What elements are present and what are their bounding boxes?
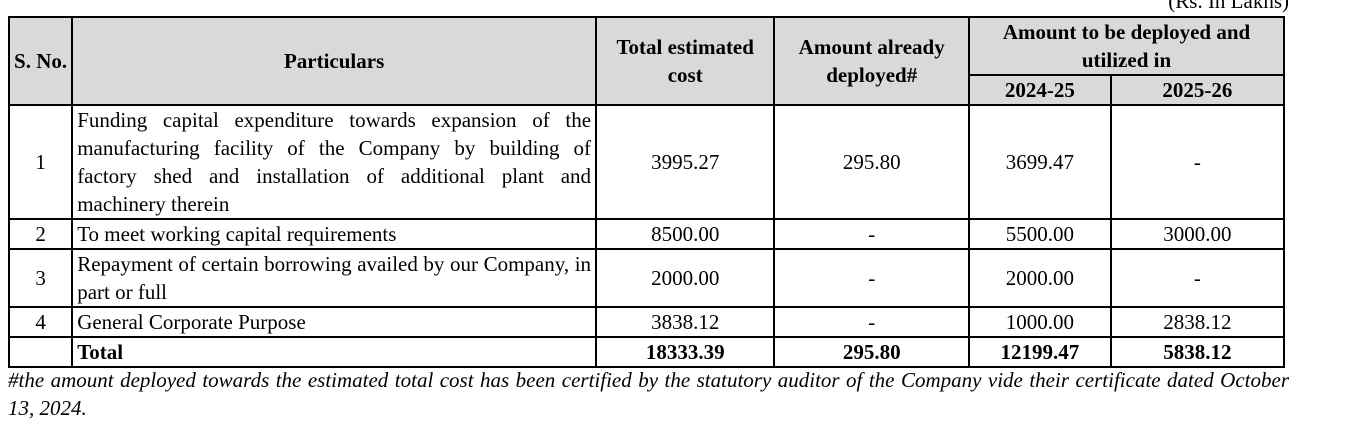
header-total-estimated-cost: Total estimated cost (595, 16, 776, 106)
row-deployed: - (773, 306, 971, 338)
row-sno: 1 (7, 104, 74, 220)
row-year-2025-26: 3000.00 (1109, 218, 1286, 250)
row-total-cost: 3838.12 (595, 306, 776, 338)
total-year-2025-26: 5838.12 (1109, 336, 1286, 368)
row-year-2024-25: 1000.00 (968, 306, 1112, 338)
table-row: 2 To meet working capital requirements 8… (7, 218, 1286, 250)
header-year-2025-26: 2025-26 (1109, 74, 1286, 106)
row-sno: 3 (7, 248, 74, 308)
footnote: #the amount deployed towards the estimat… (8, 368, 1289, 420)
row-year-2024-25: 3699.47 (968, 104, 1112, 220)
units-note: (Rs. In Lakhs) (1168, 0, 1289, 13)
row-deployed: - (773, 218, 971, 250)
row-particulars: To meet working capital requirements (71, 218, 598, 250)
row-year-2025-26: 2838.12 (1109, 306, 1286, 338)
total-label: Total (71, 336, 598, 368)
row-total-cost: 2000.00 (595, 248, 776, 308)
total-row: Total 18333.39 295.80 12199.47 5838.12 (7, 336, 1286, 368)
objects-of-issue-table: S. No. Particulars Total estimated cost … (7, 16, 1286, 368)
header-amount-already-deployed: Amount already deployed# (773, 16, 971, 106)
table-row: 3 Repayment of certain borrowing availed… (7, 248, 1286, 308)
row-total-cost: 3995.27 (595, 104, 776, 220)
header-sno: S. No. (7, 16, 74, 106)
row-deployed: 295.80 (773, 104, 971, 220)
row-deployed: - (773, 248, 971, 308)
row-year-2025-26: - (1109, 104, 1286, 220)
row-particulars: Funding capital expenditure towards expa… (71, 104, 598, 220)
row-total-cost: 8500.00 (595, 218, 776, 250)
row-particulars: General Corporate Purpose (71, 306, 598, 338)
total-sno (7, 336, 74, 368)
total-year-2024-25: 12199.47 (968, 336, 1112, 368)
total-cost: 18333.39 (595, 336, 776, 368)
table-row: 4 General Corporate Purpose 3838.12 - 10… (7, 306, 1286, 338)
row-sno: 2 (7, 218, 74, 250)
header-particulars: Particulars (71, 16, 598, 106)
row-sno: 4 (7, 306, 74, 338)
row-year-2024-25: 2000.00 (968, 248, 1112, 308)
table-row: 1 Funding capital expenditure towards ex… (7, 104, 1286, 220)
header-year-2024-25: 2024-25 (968, 74, 1112, 106)
header-amount-to-be-deployed: Amount to be deployed and utilized in (968, 16, 1285, 76)
row-year-2024-25: 5500.00 (968, 218, 1112, 250)
total-deployed: 295.80 (773, 336, 971, 368)
row-year-2025-26: - (1109, 248, 1286, 308)
row-particulars: Repayment of certain borrowing availed b… (71, 248, 598, 308)
